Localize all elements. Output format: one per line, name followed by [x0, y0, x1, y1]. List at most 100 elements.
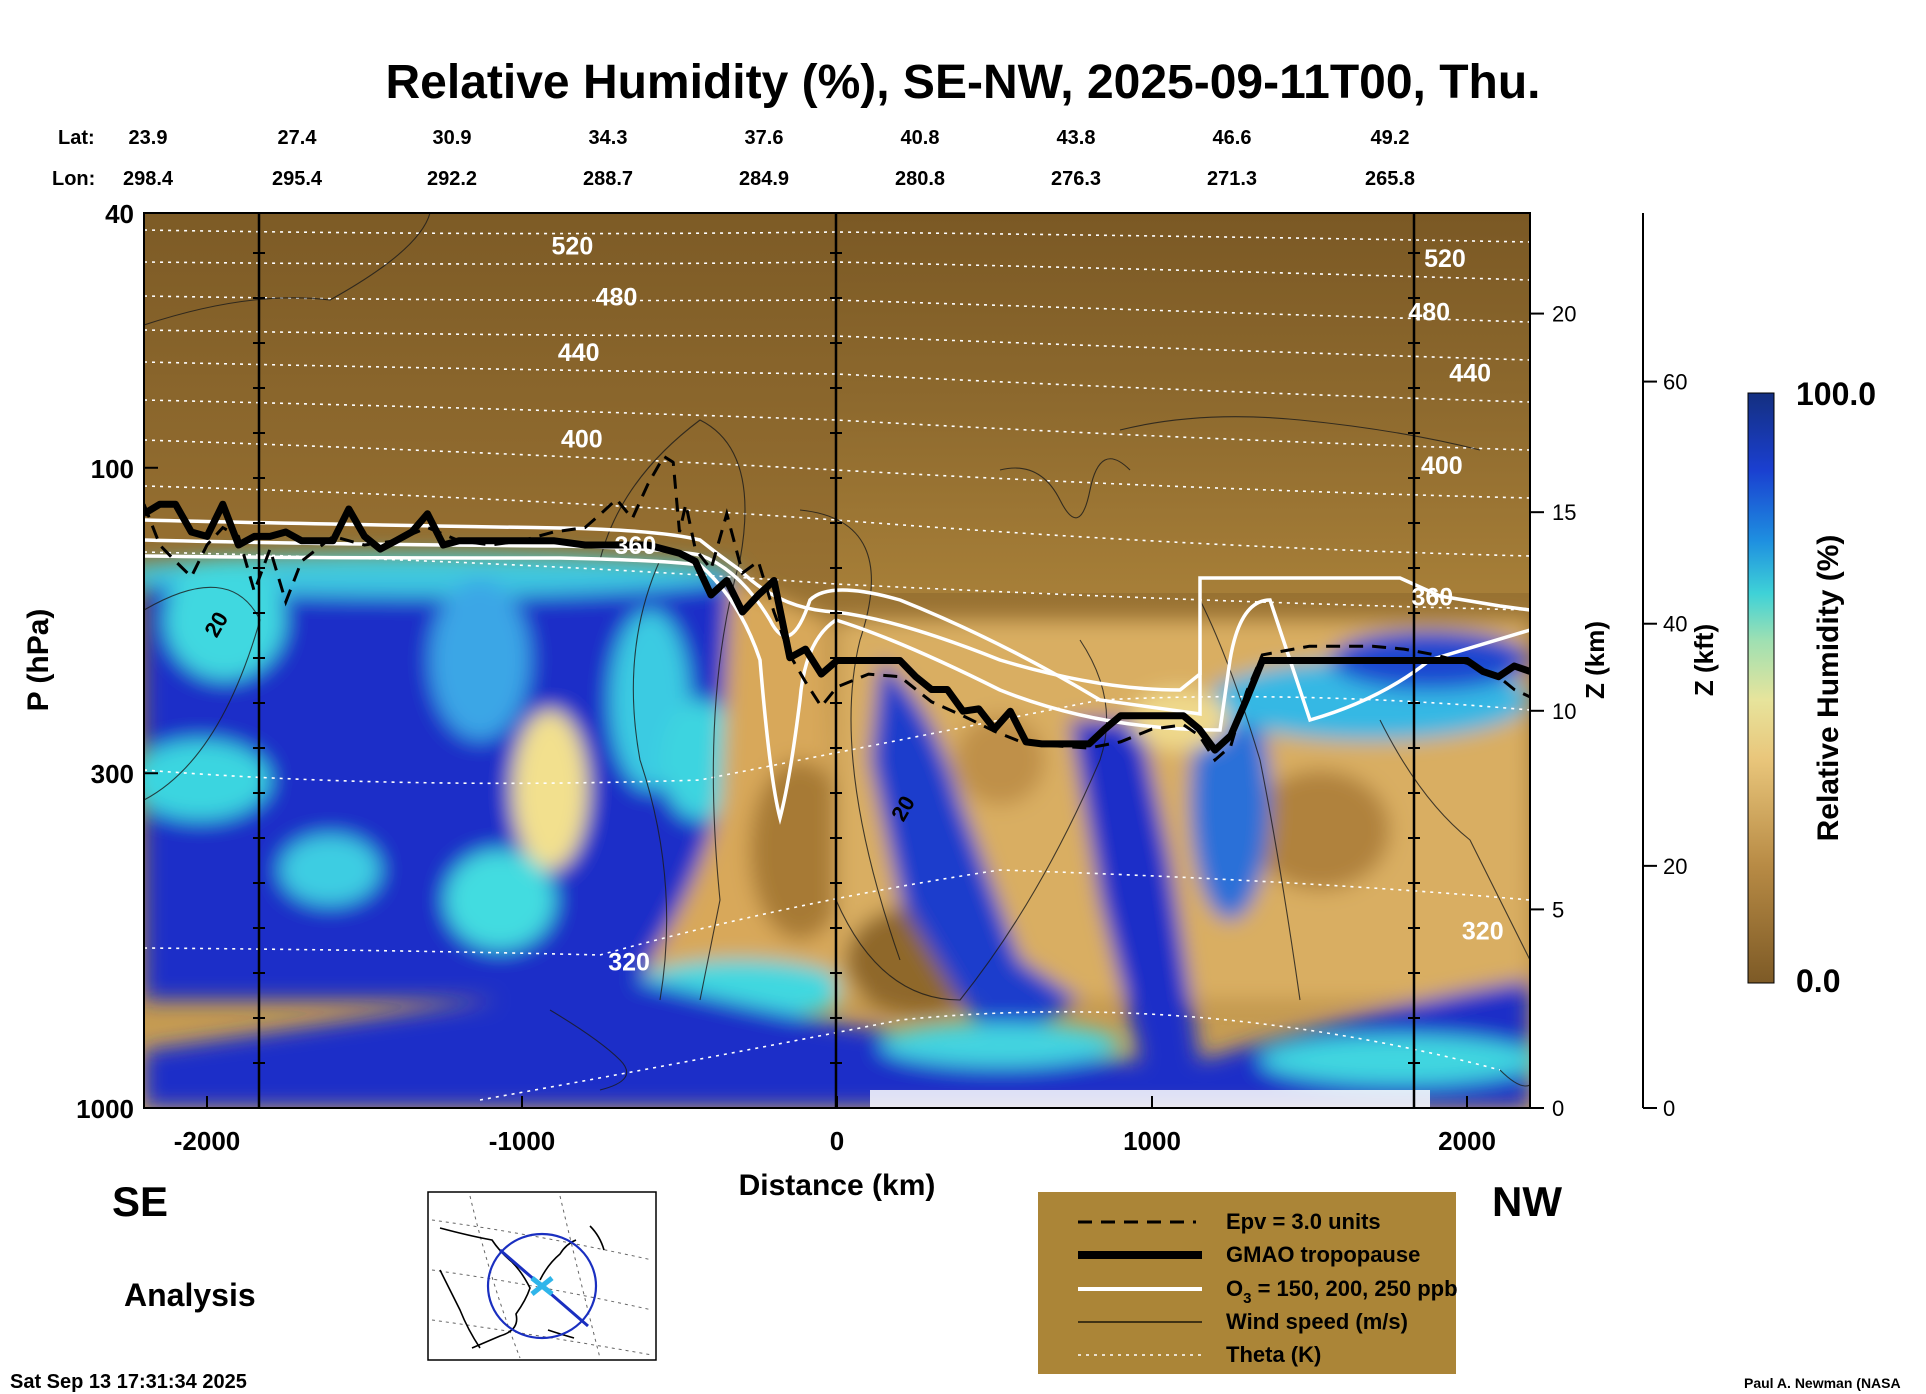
lon-label-5: 280.8	[895, 168, 945, 190]
timestamp: Sat Sep 13 17:31:34 2025	[10, 1371, 247, 1393]
cyan-patch-2	[430, 580, 530, 740]
theta-line-520	[144, 229, 1530, 243]
cyan-band-left	[144, 553, 740, 597]
legend-ozone-sub: 3	[1243, 1290, 1251, 1307]
lon-row-label: Lon:	[52, 168, 95, 190]
lon-label-4: 284.9	[739, 168, 789, 190]
theta-label-2: 440	[558, 339, 600, 367]
brown-patch-right-2	[1250, 770, 1390, 890]
analysis-label: Analysis	[124, 1277, 256, 1313]
z-km-tick-label-2: 10	[1552, 699, 1576, 724]
y-tick-label-0: 40	[105, 199, 134, 229]
legend-epv-label: Epv = 3.0 units	[1226, 1209, 1381, 1234]
x-axis: -2000 -1000 0 1000 2000	[174, 1096, 1496, 1156]
ozone-contour-250	[144, 518, 1202, 692]
lat-lon-labels: 23.9 27.4 30.9 34.3 37.6 40.8 43.8 46.6 49.2 298.…	[123, 127, 1415, 190]
right-blue-column-2	[1070, 720, 1200, 1060]
brown-patch-middle	[750, 760, 850, 940]
wind-contour-12	[1499, 1069, 1530, 1087]
wind-contour-2	[144, 586, 261, 801]
lon-label-7: 271.3	[1207, 168, 1257, 190]
cyan-patch-5	[445, 850, 555, 950]
legend: Epv = 3.0 units GMAO tropopause O3 = 150…	[1038, 1192, 1458, 1374]
lat-label-3: 34.3	[589, 127, 628, 149]
z-km-axis-title: Z (km)	[1580, 621, 1610, 699]
y-axis-title: P (hPa)	[22, 609, 55, 712]
wind-contour-5	[799, 509, 901, 961]
bottom-cyan-right	[1260, 1035, 1530, 1085]
theta-label-6: 520	[1424, 245, 1466, 273]
wind-contour-10	[1379, 719, 1530, 961]
wind-contour-1	[144, 213, 431, 326]
wind-contour-6	[835, 639, 1108, 1001]
theta-label-3: 400	[561, 425, 603, 453]
theta-label-11: 320	[1462, 917, 1504, 945]
wind-contour-8	[1199, 599, 1301, 1001]
lat-label-0: 23.9	[129, 127, 168, 149]
brown-patch-right-3	[955, 715, 1045, 805]
cyan-patch-6	[280, 835, 380, 905]
z-kft-tick-label-2: 40	[1663, 612, 1687, 637]
cyan-patch-7	[660, 700, 740, 820]
theta-label-5: 320	[608, 948, 650, 976]
lon-label-0: 298.4	[123, 168, 174, 190]
z-kft-axis: 0 20 40 60	[1643, 370, 1687, 1121]
legend-ozone-rest: = 150, 200, 250 ppb	[1251, 1276, 1457, 1301]
wind-speed-contours	[144, 213, 1530, 1091]
z-km-tick-label-3: 15	[1552, 500, 1576, 525]
z-kft-axis-title: Z (kft)	[1689, 624, 1719, 696]
reference-line-ticks	[253, 252, 1420, 1108]
inset-map	[427, 1191, 657, 1361]
z-km-tick-label-1: 5	[1552, 897, 1564, 922]
inset-range-ring	[486, 1232, 598, 1340]
z-kft-tick-label-3: 60	[1663, 370, 1687, 395]
x-axis-title: Distance (km)	[739, 1169, 936, 1202]
y-tick-label-3: 1000	[76, 1094, 134, 1124]
theta-line-460	[144, 329, 1530, 361]
z-kft-tick-label-0: 0	[1663, 1096, 1675, 1121]
lat-label-7: 46.6	[1213, 127, 1252, 149]
legend-tropopause-label: GMAO tropopause	[1226, 1242, 1420, 1267]
yellow-patch-1	[512, 710, 588, 870]
legend-ozone-label: O3 = 150, 200, 250 ppb	[1226, 1276, 1458, 1307]
colorbar-min-label: 0.0	[1796, 963, 1840, 999]
z-kft-tick-label-1: 20	[1663, 854, 1687, 879]
inset-coastline	[439, 1225, 605, 1349]
wind-contour-9	[1119, 416, 1481, 451]
direction-se: SE	[112, 1178, 168, 1225]
inset-grid-5	[559, 1195, 601, 1359]
colorbar-max-label: 100.0	[1796, 376, 1876, 412]
credit: Paul A. Newman (NASA	[1744, 1375, 1901, 1391]
lon-label-6: 276.3	[1051, 168, 1101, 190]
theta-label-8: 440	[1449, 360, 1491, 388]
lat-label-1: 27.4	[278, 127, 318, 149]
z-km-tick-label-4: 20	[1552, 302, 1576, 327]
legend-ozone-o: O	[1226, 1276, 1243, 1301]
lon-label-8: 265.8	[1365, 168, 1415, 190]
wind-contour-3	[599, 419, 746, 1001]
z-km-tick-label-0: 0	[1552, 1096, 1564, 1121]
lon-label-3: 288.7	[583, 168, 633, 190]
inset-map-grid	[431, 1195, 653, 1359]
theta-label-4: 360	[615, 532, 657, 560]
theta-label-9: 400	[1421, 452, 1463, 480]
cyan-patch-4	[144, 740, 270, 820]
x-tick-label-4: 2000	[1438, 1126, 1496, 1156]
lat-label-8: 49.2	[1371, 127, 1410, 149]
theta-line-500	[144, 261, 1530, 281]
lat-label-4: 37.6	[745, 127, 784, 149]
z-km-axis: 0 5 10 15 20	[1530, 302, 1576, 1121]
right-yellow-patch	[1130, 690, 1230, 750]
direction-nw: NW	[1492, 1178, 1562, 1225]
right-blue-column-1	[870, 660, 1080, 1050]
inset-center-marker	[530, 1276, 554, 1296]
cyan-patch-1	[165, 560, 285, 680]
theta-line-300	[479, 1011, 1501, 1101]
ozone-contour-200	[144, 538, 1530, 717]
theta-line-420	[144, 399, 1530, 451]
x-tick-label-3: 1000	[1123, 1126, 1181, 1156]
y-tick-label-2: 300	[91, 759, 134, 789]
